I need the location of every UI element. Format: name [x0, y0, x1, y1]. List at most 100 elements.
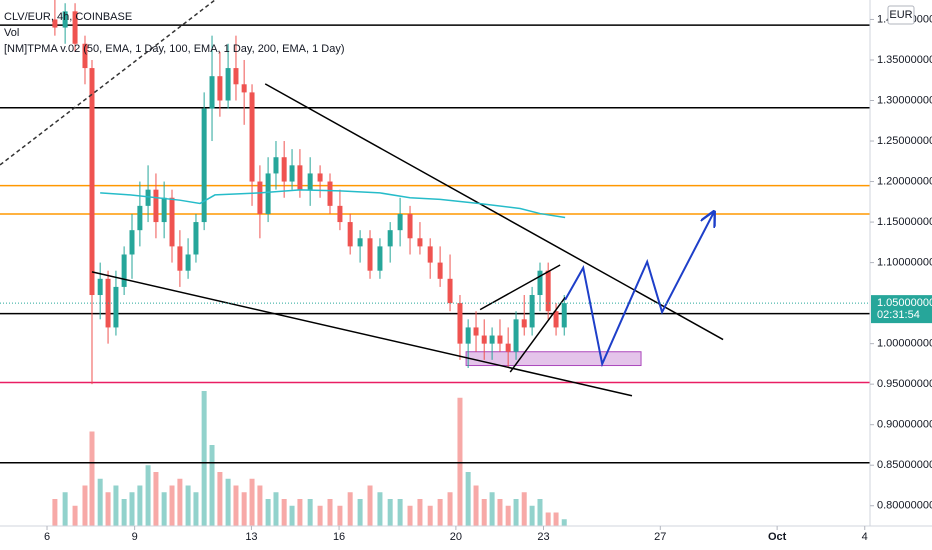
x-tick-label: 27	[654, 531, 666, 543]
volume-bar	[465, 472, 471, 526]
candle-body	[281, 157, 287, 182]
volume-bar	[473, 485, 479, 526]
indicator-label: Vol	[4, 27, 19, 39]
candle-body	[52, 19, 58, 28]
volume-bar	[273, 492, 279, 526]
candle-body	[505, 343, 511, 352]
candle-body	[225, 68, 231, 101]
candle-body	[217, 76, 223, 101]
volume-bar	[327, 499, 333, 526]
volume-bar	[553, 512, 559, 526]
candle-body	[457, 303, 463, 344]
candle-body	[137, 205, 143, 231]
trend-line	[479, 264, 561, 311]
volume-bar	[265, 499, 271, 526]
symbol-title: CLV/EUR, 4h, COINBASE	[4, 11, 132, 23]
trend-line	[100, 189, 566, 219]
volume-bar	[387, 499, 393, 526]
last-price-label: 1.05000000	[877, 297, 932, 309]
volume-bar	[105, 492, 111, 526]
candle-body	[465, 327, 471, 344]
candle-body	[317, 173, 323, 182]
x-tick-label: 20	[450, 531, 462, 543]
x-tick-label: Oct	[768, 531, 787, 543]
y-tick-label: 0.95000000	[877, 378, 932, 390]
volume-bar	[481, 499, 487, 526]
x-tick-label: 23	[537, 531, 549, 543]
candle-body	[407, 213, 413, 239]
volume-bar	[537, 499, 543, 526]
candle-body	[513, 319, 519, 352]
projection-path	[564, 212, 714, 368]
candle-body	[529, 295, 535, 328]
volume-bar	[62, 492, 68, 526]
x-tick-label: 13	[245, 531, 257, 543]
volume-bar	[193, 492, 199, 526]
candle-body	[489, 335, 495, 344]
candle-body	[397, 213, 403, 231]
volume-bar	[307, 499, 313, 526]
candle-body	[297, 165, 303, 190]
volume-bar	[497, 499, 503, 526]
volume-bar	[169, 485, 175, 526]
volume-bar	[289, 505, 295, 526]
candle-body	[169, 197, 175, 247]
volume-bar	[521, 492, 527, 526]
volume-bar	[457, 397, 463, 526]
candle-body	[337, 205, 343, 223]
volume-bar	[97, 478, 103, 526]
candle-body	[161, 197, 167, 223]
volume-bar	[367, 485, 373, 526]
candle-body	[273, 157, 279, 174]
volume-bar	[52, 499, 58, 526]
volume-bar	[257, 485, 263, 526]
y-tick-label: 1.30000000	[877, 94, 932, 106]
candle-body	[347, 222, 353, 247]
candle-body	[473, 327, 479, 336]
demand-zone	[465, 351, 642, 367]
candle-body	[521, 319, 527, 328]
trend-line	[264, 83, 724, 341]
volume-bar	[437, 499, 443, 526]
candle-body	[437, 262, 443, 279]
candle-body	[201, 108, 207, 223]
last-price-box	[871, 295, 932, 324]
y-tick-label: 0.90000000	[877, 419, 932, 431]
volume-bar	[489, 492, 495, 526]
candle-body	[209, 76, 215, 109]
volume-bar	[113, 485, 119, 526]
volume-bar	[233, 485, 239, 526]
candle-body	[153, 189, 159, 223]
volume-bar	[89, 431, 95, 526]
volume-bar	[529, 505, 535, 526]
x-tick-label: 4	[862, 531, 868, 543]
volume-bar	[281, 499, 287, 526]
candle-body	[367, 238, 373, 271]
y-tick-label: 1.20000000	[877, 175, 932, 187]
x-tick-label: 9	[132, 531, 138, 543]
candle-body	[289, 165, 295, 182]
candle-body	[357, 238, 363, 247]
volume-bar	[357, 499, 363, 526]
candle-body	[561, 303, 567, 328]
candle-body	[82, 43, 88, 69]
candle-body	[537, 270, 543, 296]
y-tick-label: 0.80000000	[877, 500, 932, 512]
candle-body	[387, 230, 393, 247]
volume-bar	[427, 505, 433, 526]
volume-bar	[161, 492, 167, 526]
volume-bar	[249, 478, 255, 526]
candle-body	[447, 278, 453, 304]
volume-bar	[505, 505, 511, 526]
volume-bar	[337, 505, 343, 526]
volume-bar	[137, 485, 143, 526]
candle-body	[185, 254, 191, 271]
volume-bar	[217, 472, 223, 526]
x-tick-label: 16	[333, 531, 345, 543]
countdown-label: 02:31:54	[877, 309, 920, 321]
trend-line	[0, 0, 216, 166]
volume-bar	[82, 485, 88, 526]
y-tick-label: 1.35000000	[877, 54, 932, 66]
